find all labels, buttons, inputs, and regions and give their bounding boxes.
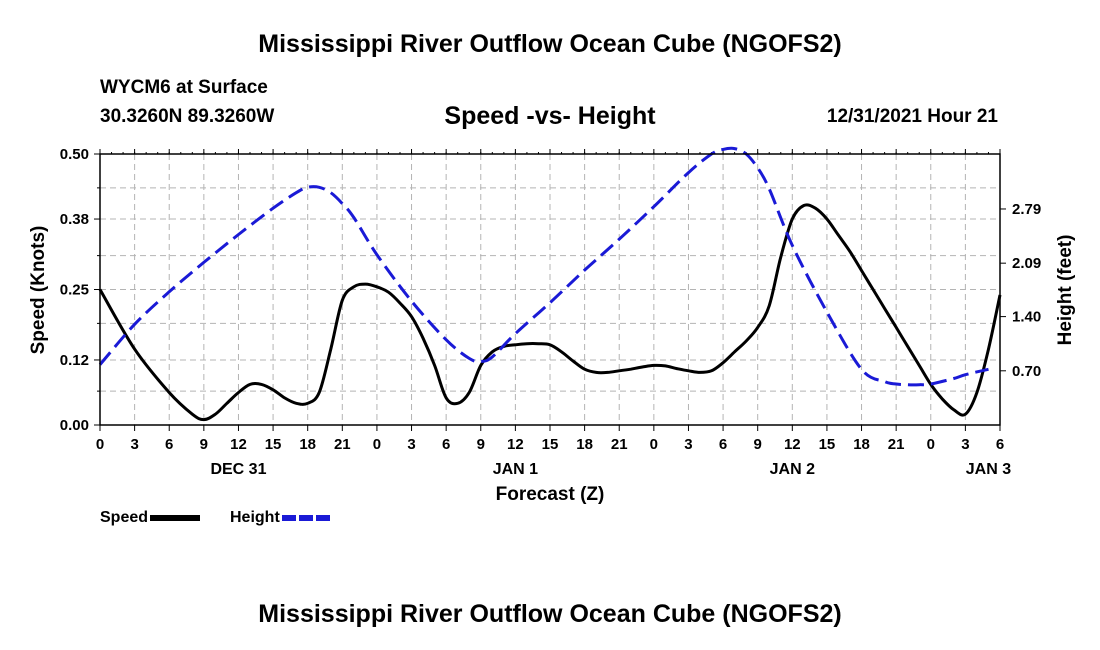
station-name: WYCM6 at Surface bbox=[100, 77, 268, 98]
station-coordinates: 30.3260N 89.3260W bbox=[100, 106, 275, 127]
day-label: DEC 31 bbox=[210, 461, 266, 478]
page-title: Mississippi River Outflow Ocean Cube (NG… bbox=[258, 30, 842, 58]
legend-label-height: Height bbox=[230, 509, 280, 526]
y-right-tick-label: 2.79 bbox=[1012, 201, 1041, 218]
grid bbox=[100, 154, 1000, 425]
y-axis-right-label: Height (feet) bbox=[1055, 235, 1076, 346]
legend-item-height: Height bbox=[230, 509, 334, 527]
y-left-tick-label: 0.50 bbox=[60, 146, 89, 163]
x-tick-label: 0 bbox=[927, 436, 935, 453]
x-tick-label: 3 bbox=[961, 436, 969, 453]
x-tick-label: 12 bbox=[784, 436, 801, 453]
y-axis-left-label: Speed (Knots) bbox=[28, 226, 49, 355]
x-tick-label: 6 bbox=[996, 436, 1004, 453]
x-tick-label: 0 bbox=[650, 436, 658, 453]
x-tick-label: 21 bbox=[888, 436, 905, 453]
speed-height-chart: 0 3 6 9 12 15 18 21 0 3 6 9 12 15 18 21 0 3 6 9 12 15 18 21 0 3 6 D… bbox=[28, 146, 1076, 505]
day-label: JAN 2 bbox=[770, 461, 815, 478]
series-line-speed bbox=[98, 203, 1002, 422]
plot-frame bbox=[99, 153, 1001, 426]
legend-item-speed: Speed bbox=[100, 509, 202, 527]
x-tick-label: 0 bbox=[373, 436, 381, 453]
chart-subtitle: Speed -vs- Height bbox=[444, 102, 656, 130]
x-tick-label: 15 bbox=[265, 436, 282, 453]
day-label: JAN 3 bbox=[966, 461, 1011, 478]
y-right-tick-label: 0.70 bbox=[1012, 363, 1041, 380]
x-tick-label: 18 bbox=[299, 436, 316, 453]
x-tick-label: 9 bbox=[477, 436, 485, 453]
y-left-tick-label: 0.00 bbox=[60, 417, 89, 434]
day-label: JAN 1 bbox=[493, 461, 538, 478]
chart-datetime: 12/31/2021 Hour 21 bbox=[826, 106, 998, 127]
x-tick-label: 3 bbox=[130, 436, 138, 453]
y-left-tick-label: 0.12 bbox=[60, 352, 89, 369]
x-tick-label: 21 bbox=[611, 436, 628, 453]
x-tick-label: 18 bbox=[576, 436, 593, 453]
x-tick-label: 15 bbox=[542, 436, 559, 453]
y-left-tick-label: 0.38 bbox=[60, 211, 89, 228]
y-right-tick-label: 2.09 bbox=[1012, 255, 1041, 272]
bottom-title: Mississippi River Outflow Ocean Cube (NG… bbox=[258, 600, 842, 628]
x-tick-label: 21 bbox=[334, 436, 351, 453]
legend-swatch-height bbox=[281, 515, 332, 521]
axis-ticks: 0 3 6 9 12 15 18 21 0 3 6 9 12 15 18 21 0 3 6 9 12 15 18 21 0 3 6 D… bbox=[60, 146, 1041, 478]
x-tick-label: 18 bbox=[853, 436, 870, 453]
x-tick-label: 3 bbox=[407, 436, 415, 453]
legend-label-speed: Speed bbox=[100, 509, 149, 526]
x-tick-label: 6 bbox=[165, 436, 173, 453]
x-tick-label: 6 bbox=[442, 436, 450, 453]
x-tick-label: 9 bbox=[754, 436, 762, 453]
y-right-tick-label: 1.40 bbox=[1012, 309, 1041, 326]
x-tick-label: 3 bbox=[684, 436, 692, 453]
x-tick-label: 12 bbox=[230, 436, 247, 453]
y-left-tick-label: 0.25 bbox=[60, 282, 89, 299]
x-tick-label: 0 bbox=[96, 436, 104, 453]
x-tick-label: 6 bbox=[719, 436, 727, 453]
series-line-height bbox=[98, 146, 989, 387]
legend-swatch-speed bbox=[150, 515, 201, 521]
x-tick-label: 15 bbox=[819, 436, 836, 453]
x-tick-label: 12 bbox=[507, 436, 524, 453]
series-lines bbox=[98, 146, 1002, 422]
x-axis-label: Forecast (Z) bbox=[496, 484, 605, 505]
x-tick-label: 9 bbox=[200, 436, 208, 453]
